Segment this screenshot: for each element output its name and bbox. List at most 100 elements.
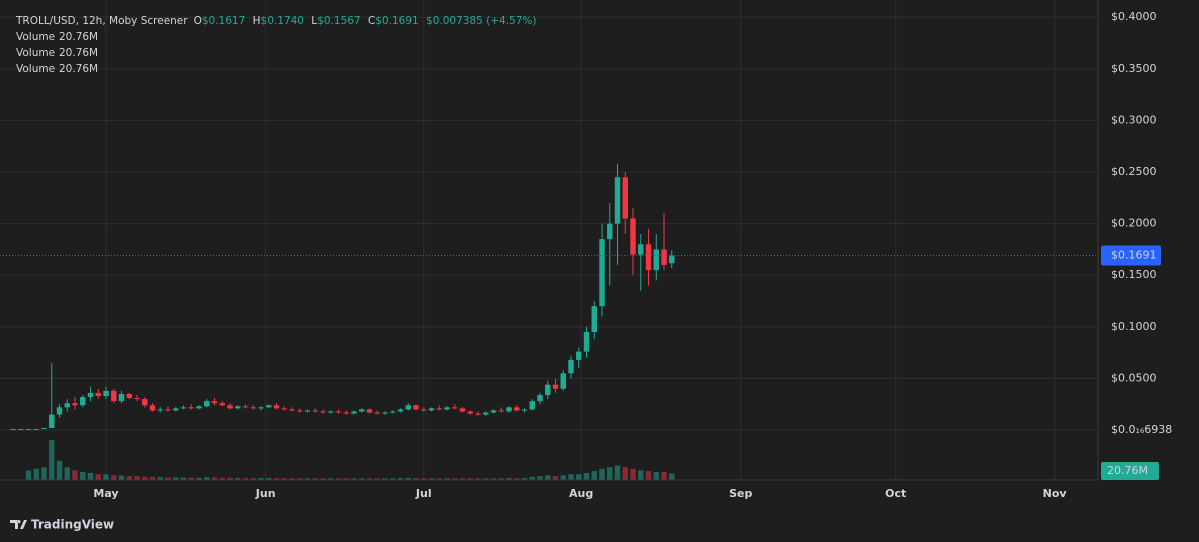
candle-body xyxy=(289,409,295,411)
volume-bar xyxy=(630,468,636,480)
volume-bar xyxy=(25,470,32,480)
symbol: TROLL/USD, 12h, Moby Screener xyxy=(15,15,188,27)
volume-bar xyxy=(552,476,559,480)
volume-bar xyxy=(49,440,55,480)
brand: TradingView xyxy=(31,518,114,532)
legend-name: Volume xyxy=(16,63,55,75)
candle-body xyxy=(165,409,171,411)
candle-body xyxy=(382,412,388,414)
volume-bar xyxy=(211,477,218,480)
candle-body xyxy=(312,410,318,412)
volume-bar xyxy=(56,460,63,480)
candle-body xyxy=(366,409,373,413)
candle-body xyxy=(506,407,512,412)
volume-bar xyxy=(126,476,132,480)
candle-body xyxy=(250,407,256,409)
candle-body xyxy=(242,406,249,408)
candle-body xyxy=(483,412,489,415)
volume-bar xyxy=(343,478,349,480)
candle-body xyxy=(149,405,156,411)
volume-bar xyxy=(669,473,675,480)
candle-body xyxy=(188,407,194,409)
ohlc: O$0.1617 H$0.1740 L$0.1567 C$0.1691 $0.0… xyxy=(194,15,537,27)
candle-body xyxy=(304,410,311,412)
o-label: O xyxy=(194,15,202,27)
last-price-tag xyxy=(1101,245,1161,266)
volume-bar xyxy=(328,478,334,480)
x-tick-label: Sep xyxy=(729,487,752,500)
volume-bar xyxy=(312,478,318,480)
candle-body xyxy=(258,407,264,409)
candle-body xyxy=(180,407,187,409)
volume-bar xyxy=(428,478,435,480)
candle-body xyxy=(607,223,613,240)
last-volume-label: 20.76M xyxy=(1107,464,1148,477)
candle-body xyxy=(351,411,357,414)
volume-bar xyxy=(390,478,396,480)
candle-body xyxy=(235,406,241,409)
volume-bar xyxy=(467,478,473,480)
volume-bar xyxy=(273,478,280,480)
candle-body xyxy=(196,406,202,409)
candle-body xyxy=(583,332,590,352)
candle-body xyxy=(622,177,628,219)
volume-bar xyxy=(374,478,380,480)
volume-bar xyxy=(653,472,659,480)
candle-body xyxy=(157,409,163,411)
volume-bar xyxy=(591,471,597,480)
volume-bar xyxy=(242,478,249,480)
volume-bar xyxy=(537,476,543,480)
legend-value: 20.76M xyxy=(59,63,98,75)
candle-body xyxy=(281,408,287,410)
candle-body xyxy=(227,405,233,409)
volume-bar xyxy=(335,478,342,480)
candle-body xyxy=(490,410,497,413)
y-tick-label: $0.3500 xyxy=(1111,62,1157,75)
volume-bar xyxy=(204,477,210,480)
candle-body xyxy=(204,401,210,407)
candle-body xyxy=(10,429,16,431)
volume-bar xyxy=(258,478,264,480)
candle-body xyxy=(653,249,659,271)
candle-body xyxy=(552,384,559,389)
c-value: $0.1691 xyxy=(375,15,418,27)
candle-body xyxy=(452,407,458,409)
volume-bar xyxy=(576,474,582,480)
candle-body xyxy=(397,409,404,412)
volume-bar xyxy=(149,476,156,480)
candle-body xyxy=(669,255,675,264)
legend-name: Volume xyxy=(16,47,55,59)
candle-body xyxy=(335,411,342,413)
candle-body xyxy=(498,410,504,412)
candle-body xyxy=(33,429,39,431)
volume-bar xyxy=(459,478,466,480)
x-tick-label: Jul xyxy=(415,487,432,500)
o-value: $0.1617 xyxy=(202,15,245,27)
volume-bar xyxy=(366,478,373,480)
candle-body xyxy=(614,177,621,224)
legend-value: 20.76M xyxy=(59,47,98,59)
volume-bar xyxy=(118,475,125,480)
volume-bar xyxy=(622,467,628,480)
candle-body xyxy=(514,407,520,411)
volume-bar xyxy=(382,478,388,480)
volume-bar xyxy=(250,478,256,480)
volume-bar xyxy=(599,468,605,480)
candle-body xyxy=(638,244,644,255)
volume-bar xyxy=(235,478,241,480)
candle-body xyxy=(64,403,70,408)
volume-bar xyxy=(421,478,427,480)
x-tick-label: Oct xyxy=(885,487,906,500)
candle-body xyxy=(359,409,365,412)
legend-value: 20.76M xyxy=(59,31,98,43)
candle-body xyxy=(142,399,148,406)
x-tick-label: Jun xyxy=(255,487,276,500)
candle-body xyxy=(72,403,78,406)
volume-bar xyxy=(188,477,194,480)
volume-bar xyxy=(521,478,528,480)
volume-bar xyxy=(351,478,357,480)
volume-bar xyxy=(95,474,101,480)
candle-body xyxy=(18,429,24,431)
volume-bar xyxy=(64,467,70,480)
